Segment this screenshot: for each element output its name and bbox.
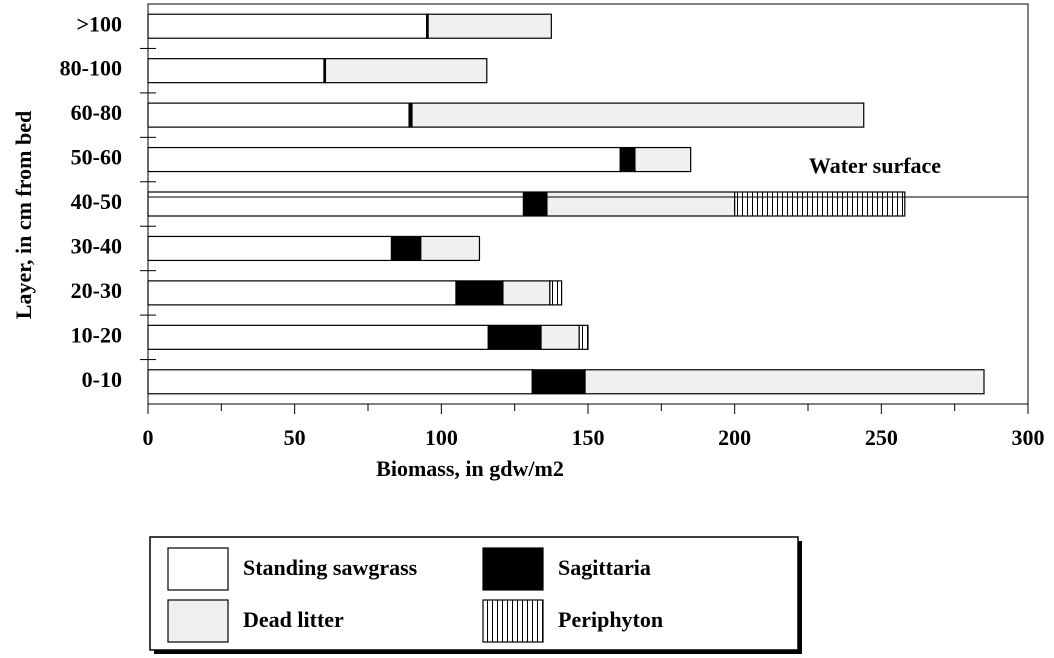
x-tick-label: 250 [865, 425, 898, 450]
x-tick-label: 200 [718, 425, 751, 450]
x-tick-label: 0 [143, 425, 154, 450]
x-tick-label: 150 [572, 425, 605, 450]
legend-label: Sagittaria [558, 555, 651, 580]
annotation: Water surface [809, 153, 941, 178]
bar-segment [546, 191, 736, 217]
bar-segment [147, 102, 410, 128]
bar-segment [147, 280, 457, 306]
legend-swatch [482, 547, 544, 591]
bar-segment [734, 191, 906, 217]
bar-segment [147, 146, 621, 173]
legend-swatch [167, 599, 229, 643]
bar-segment [549, 280, 563, 306]
y-tick-label: 0-10 [82, 367, 122, 392]
y-tick-label: 20-30 [71, 278, 122, 303]
bar-segment [487, 324, 542, 350]
y-tick-label: >100 [76, 11, 122, 36]
bar-segment [324, 58, 488, 84]
y-tick-label: 40-50 [71, 189, 122, 214]
bar-segment [147, 235, 393, 262]
y-tick-label: 80-100 [60, 56, 122, 81]
bar-segment [390, 235, 422, 262]
x-axis-label: Biomass, in gdw/m2 [376, 456, 564, 481]
bar-segment [619, 146, 636, 173]
bar-segment [147, 324, 489, 350]
bar-segment [634, 146, 692, 173]
bar-segment [420, 235, 481, 262]
legend-label: Periphyton [558, 607, 663, 632]
legend: Standing sawgrass Sagittaria Dead litter Pe… [149, 536, 802, 654]
bar-segment [578, 324, 589, 350]
y-tick-label: 10-20 [71, 322, 122, 347]
bar-segment [427, 13, 552, 39]
x-tick-label: 50 [284, 425, 306, 450]
legend-label: Dead litter [243, 607, 344, 632]
bar-segment [147, 369, 533, 395]
x-tick-label: 100 [425, 425, 458, 450]
y-tick-label: 30-40 [71, 233, 122, 258]
bar-segment [147, 58, 325, 84]
bar-segment [584, 369, 985, 395]
bar-segment [147, 13, 428, 39]
legend-swatch [482, 599, 544, 643]
bar-segment [522, 191, 548, 217]
y-tick-label: 50-60 [71, 145, 122, 170]
bar-segment [411, 102, 865, 128]
legend-box [149, 536, 799, 651]
bar-segment [540, 324, 580, 350]
y-tick-label: 60-80 [71, 100, 122, 125]
bar-segment [147, 191, 525, 217]
legend-swatch [167, 547, 229, 591]
legend-label: Standing sawgrass [243, 555, 418, 580]
bar-segment [502, 280, 551, 306]
bar-segment [531, 369, 586, 395]
x-tick-label: 300 [1012, 425, 1045, 450]
bar-segment [455, 280, 504, 306]
y-axis-label: Layer, in cm from bed [11, 111, 36, 319]
